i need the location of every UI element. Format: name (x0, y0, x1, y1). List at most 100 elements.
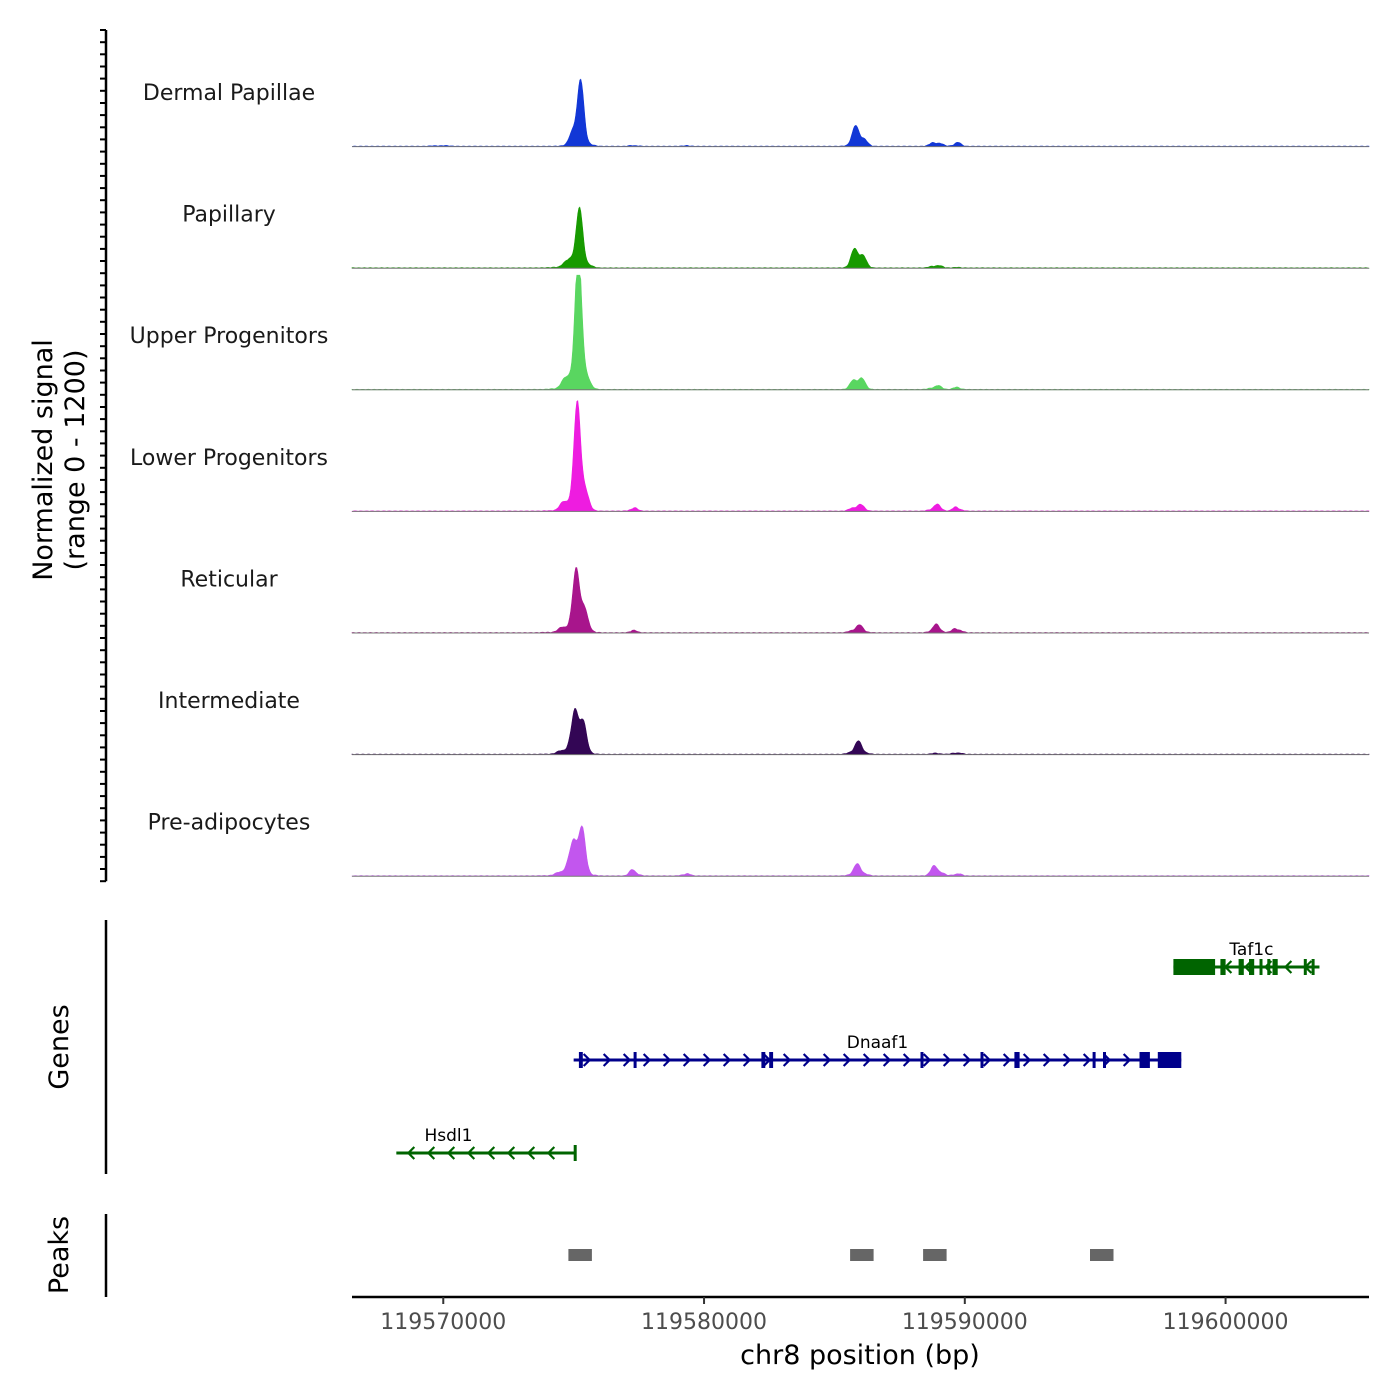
gene-exon (1238, 959, 1244, 975)
strand-arrow (1082, 1053, 1092, 1067)
x-tick-label: 119570000 (380, 1310, 506, 1335)
gene-exon (980, 1052, 984, 1068)
strand-arrow (902, 1053, 912, 1067)
strand-arrow (882, 1053, 892, 1067)
strand-arrow (1062, 1053, 1072, 1067)
peak-region (923, 1249, 947, 1261)
strand-arrow (1283, 960, 1293, 974)
strand-arrow (682, 1053, 692, 1067)
gene-exon (633, 1052, 637, 1068)
coverage-track: Dermal Papillae (143, 78, 1370, 148)
coverage-tracks: Dermal Papillae Papillary Upper Progenitor… (130, 78, 1370, 877)
peak-region (1090, 1249, 1114, 1261)
strand-arrow (406, 1146, 416, 1160)
genes-panel-title: Genes (44, 1004, 75, 1089)
y-axis-range-label: (range 0 - 1200) (60, 350, 91, 571)
gene-exon (573, 1145, 577, 1161)
strand-arrow (722, 1053, 732, 1067)
track-label: Lower Progenitors (130, 446, 328, 471)
gene-model: Dnaaf1 (573, 1033, 1182, 1068)
coverage-track: Upper Progenitors (130, 274, 1370, 391)
strand-arrow (862, 1053, 872, 1067)
gene-label: Dnaaf1 (847, 1033, 909, 1053)
gene-exon (1157, 1052, 1182, 1068)
strand-arrow (802, 1053, 812, 1067)
gene-exon (1249, 959, 1255, 975)
gene-exon (1220, 959, 1226, 975)
strand-arrow (942, 1053, 952, 1067)
track-label: Upper Progenitors (130, 324, 329, 349)
strand-arrow (742, 1053, 752, 1067)
gene-exon (1139, 1052, 1150, 1068)
coverage-area (351, 78, 1370, 147)
peak-region (568, 1249, 592, 1261)
x-axis-title: chr8 position (bp) (740, 1340, 980, 1371)
coverage-area (351, 400, 1370, 512)
gene-exon (920, 1052, 924, 1068)
coverage-track: Lower Progenitors (130, 400, 1370, 512)
x-tick-label: 119590000 (902, 1310, 1028, 1335)
strand-arrow (962, 1053, 972, 1067)
gene-exon (1259, 959, 1263, 975)
strand-arrow (642, 1053, 652, 1067)
strand-arrow (662, 1053, 672, 1067)
strand-arrow (466, 1146, 476, 1160)
gene-exon (1173, 959, 1216, 975)
strand-arrow (506, 1146, 516, 1160)
gene-exon (769, 1052, 774, 1068)
gene-exon (578, 1052, 583, 1068)
strand-arrow (1042, 1053, 1052, 1067)
strand-arrow (622, 1053, 632, 1067)
strand-arrow (782, 1053, 792, 1067)
strand-arrow (1022, 1053, 1032, 1067)
track-label: Papillary (182, 203, 276, 228)
coverage-track: Pre-adipocytes (148, 811, 1370, 877)
strand-arrow (526, 1146, 536, 1160)
x-tick-label: 119580000 (641, 1310, 767, 1335)
coverage-track: Reticular (180, 567, 1370, 634)
gene-exon (1311, 959, 1315, 975)
gene-track: Taf1c Dnaaf1 Hsdl1 (396, 940, 1320, 1161)
gene-exon (1303, 959, 1307, 975)
strand-arrow (582, 1053, 592, 1067)
gene-exon (1014, 1052, 1020, 1068)
gene-model: Hsdl1 (396, 1126, 577, 1161)
gene-label: Hsdl1 (425, 1126, 473, 1146)
gene-exon (1103, 1052, 1106, 1068)
coverage-area (351, 274, 1370, 391)
coverage-area (351, 567, 1370, 634)
strand-arrow (922, 1053, 932, 1067)
strand-arrow (426, 1146, 436, 1160)
strand-arrow (1002, 1053, 1012, 1067)
gene-exon (1267, 959, 1271, 975)
strand-arrow (546, 1146, 556, 1160)
strand-arrow (446, 1146, 456, 1160)
strand-arrow (842, 1053, 852, 1067)
peaks-panel-title: Peaks (44, 1216, 75, 1294)
gene-exon (1092, 1052, 1096, 1068)
x-axis: 119570000 119580000 119590000 119600000 (380, 1297, 1289, 1335)
track-label: Reticular (180, 567, 278, 592)
track-label: Pre-adipocytes (148, 811, 311, 836)
y-axis-title: Normalized signal (28, 339, 59, 581)
coverage-y-axis (100, 29, 108, 883)
coverage-area (351, 708, 1370, 755)
track-label: Dermal Papillae (143, 81, 315, 106)
coverage-track: Intermediate (158, 689, 1370, 756)
gene-model: Taf1c (1173, 940, 1320, 975)
track-label: Intermediate (158, 689, 300, 714)
strand-arrow (982, 1053, 992, 1067)
peak-region (850, 1249, 874, 1261)
coverage-area (351, 206, 1370, 269)
gene-label: Taf1c (1228, 940, 1273, 960)
strand-arrow (602, 1053, 612, 1067)
strand-arrow (486, 1146, 496, 1160)
peak-track (568, 1249, 1114, 1261)
gene-exon (761, 1052, 766, 1068)
strand-arrow (822, 1053, 832, 1067)
x-tick-label: 119600000 (1163, 1310, 1289, 1335)
coverage-track: Papillary (182, 203, 1370, 269)
coverage-area (351, 825, 1370, 877)
strand-arrow (702, 1053, 712, 1067)
